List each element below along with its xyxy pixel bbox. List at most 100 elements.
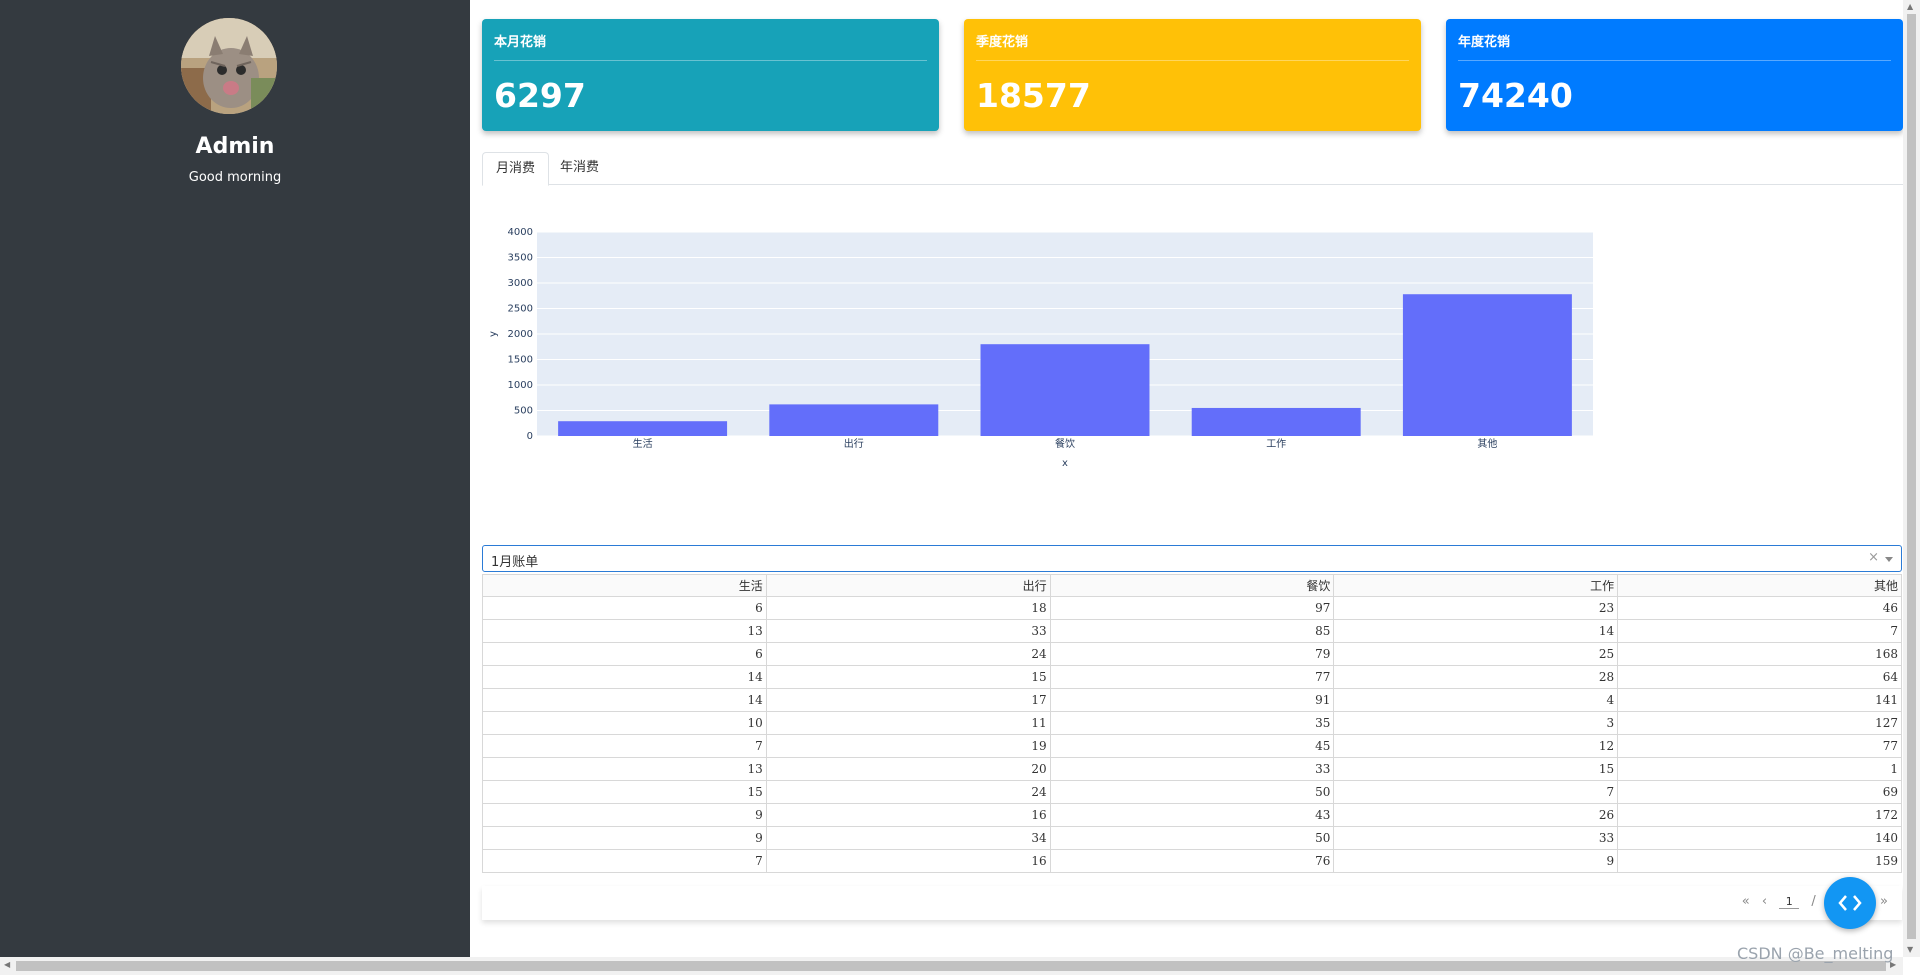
table-cell: 13 bbox=[482, 757, 767, 781]
column-header[interactable]: 出行 bbox=[765, 574, 1051, 597]
floating-action-button[interactable] bbox=[1824, 877, 1876, 929]
table-row: 6 18 97 23 46 bbox=[482, 596, 1902, 620]
bar-chart-svg: 0 500 1000 1500 2000 2500 3000 3500 4000 生活 出行 餐饮 工作… bbox=[488, 227, 1593, 469]
table-cell: 6 bbox=[482, 596, 767, 620]
first-page-button[interactable]: « bbox=[1741, 894, 1750, 909]
table-cell: 24 bbox=[765, 642, 1051, 666]
table-cell: 9 bbox=[482, 803, 767, 827]
table-cell: 9 bbox=[1333, 849, 1619, 873]
table-cell: 69 bbox=[1617, 780, 1902, 804]
table-cell: 14 bbox=[482, 665, 767, 689]
horizontal-scrollbar[interactable]: ◀ ▶ bbox=[0, 957, 1903, 975]
pagination: « ‹ 1 / » bbox=[1738, 894, 1892, 909]
card-value: 74240 bbox=[1458, 76, 1573, 115]
table-cell: 77 bbox=[1617, 734, 1902, 758]
table-row: 7 16 76 9 159 bbox=[482, 849, 1902, 873]
yearly-spend-card: 年度花销 74240 bbox=[1446, 19, 1903, 131]
table-footer: « ‹ 1 / » bbox=[482, 886, 1902, 920]
main-content: 本月花销 6297 季度花销 18577 年度花销 74240 月消费 年消费 … bbox=[470, 0, 1903, 957]
table-cell: 50 bbox=[1049, 826, 1335, 850]
table-cell: 77 bbox=[1049, 665, 1335, 689]
column-header[interactable]: 餐饮 bbox=[1049, 574, 1335, 597]
table-cell: 13 bbox=[482, 619, 767, 643]
scroll-left-icon[interactable]: ◀ bbox=[4, 960, 11, 969]
table-cell: 35 bbox=[1049, 711, 1335, 735]
table-row: 14 15 77 28 64 bbox=[482, 665, 1902, 689]
card-value: 6297 bbox=[494, 76, 586, 115]
table-cell: 43 bbox=[1049, 803, 1335, 827]
scroll-right-icon[interactable]: ▶ bbox=[1890, 960, 1897, 969]
table-cell: 33 bbox=[1333, 826, 1619, 850]
y-tick-label: 3500 bbox=[508, 253, 533, 264]
bar bbox=[1191, 407, 1361, 436]
card-title: 本月花销 bbox=[494, 35, 547, 50]
table-cell: 24 bbox=[765, 780, 1051, 804]
table-cell: 17 bbox=[765, 688, 1051, 712]
table-cell: 50 bbox=[1049, 780, 1335, 804]
table-cell: 16 bbox=[765, 803, 1051, 827]
page-number-input[interactable]: 1 bbox=[1779, 895, 1800, 909]
card-divider bbox=[1458, 60, 1891, 61]
table-cell: 1 bbox=[1617, 757, 1902, 781]
table-cell: 91 bbox=[1049, 688, 1335, 712]
table-cell: 79 bbox=[1049, 642, 1335, 666]
table-cell: 127 bbox=[1617, 711, 1902, 735]
table-cell: 18 bbox=[765, 596, 1051, 620]
table-cell: 14 bbox=[482, 688, 767, 712]
table-cell: 15 bbox=[765, 665, 1051, 689]
tab-bar: 月消费 年消费 bbox=[482, 152, 1903, 186]
last-page-button[interactable]: » bbox=[1880, 894, 1888, 909]
table-row: 14 17 91 4 141 bbox=[482, 688, 1902, 712]
table-cell: 15 bbox=[1333, 757, 1619, 781]
horizontal-scroll-thumb[interactable] bbox=[16, 961, 1886, 971]
table-cell: 26 bbox=[1333, 803, 1619, 827]
column-header[interactable]: 生活 bbox=[482, 574, 767, 597]
y-tick-label: 500 bbox=[514, 406, 533, 417]
table-cell: 85 bbox=[1049, 619, 1335, 643]
scroll-up-icon[interactable]: ▲ bbox=[1907, 2, 1914, 11]
table-cell: 33 bbox=[765, 619, 1051, 643]
bill-table: 生活 出行 餐饮 工作 其他 6 18 97 23 46 13 33 85 14 7 6 24 79 25… bbox=[482, 574, 1902, 873]
table-cell: 168 bbox=[1617, 642, 1902, 666]
table-cell: 20 bbox=[765, 757, 1051, 781]
table-cell: 25 bbox=[1333, 642, 1619, 666]
vertical-scroll-thumb[interactable] bbox=[1907, 14, 1916, 939]
table-cell: 7 bbox=[482, 734, 767, 758]
table-cell: 19 bbox=[765, 734, 1051, 758]
x-axis-title: x bbox=[1062, 458, 1068, 469]
table-cell: 7 bbox=[482, 849, 767, 873]
card-title: 季度花销 bbox=[976, 35, 1029, 50]
table-cell: 10 bbox=[482, 711, 767, 735]
select-value: 1月账单 bbox=[491, 555, 539, 570]
table-cell: 7 bbox=[1333, 780, 1619, 804]
user-name: Admin bbox=[195, 134, 275, 159]
chevron-down-icon[interactable] bbox=[1885, 557, 1893, 562]
bar bbox=[558, 421, 728, 436]
tab-monthly[interactable]: 月消费 bbox=[482, 152, 550, 186]
table-cell: 141 bbox=[1617, 688, 1902, 712]
y-tick-label: 0 bbox=[527, 431, 533, 442]
cat-avatar-image bbox=[181, 18, 277, 114]
table-cell: 16 bbox=[765, 849, 1051, 873]
table-cell: 159 bbox=[1617, 849, 1902, 873]
card-divider bbox=[494, 60, 927, 61]
x-tick-label: 餐饮 bbox=[1055, 437, 1075, 450]
x-tick-label: 出行 bbox=[844, 437, 864, 450]
clear-icon[interactable]: × bbox=[1868, 550, 1879, 565]
card-title: 年度花销 bbox=[1458, 35, 1511, 50]
table-cell: 46 bbox=[1617, 596, 1902, 620]
scroll-down-icon[interactable]: ▼ bbox=[1907, 945, 1914, 954]
prev-page-button[interactable]: ‹ bbox=[1761, 894, 1768, 909]
y-tick-label: 3000 bbox=[508, 278, 533, 289]
tab-yearly[interactable]: 年消费 bbox=[560, 160, 600, 175]
table-cell: 34 bbox=[765, 826, 1051, 850]
table-cell: 64 bbox=[1617, 665, 1902, 689]
y-tick-label: 1000 bbox=[508, 380, 533, 391]
bill-month-select[interactable]: 1月账单 × bbox=[482, 545, 1902, 572]
column-header[interactable]: 工作 bbox=[1333, 574, 1619, 597]
vertical-scrollbar[interactable]: ▲ ▼ bbox=[1903, 0, 1920, 957]
column-header[interactable]: 其他 bbox=[1617, 574, 1902, 597]
x-tick-label: 生活 bbox=[633, 437, 653, 450]
table-cell: 172 bbox=[1617, 803, 1902, 827]
table-cell: 9 bbox=[482, 826, 767, 850]
